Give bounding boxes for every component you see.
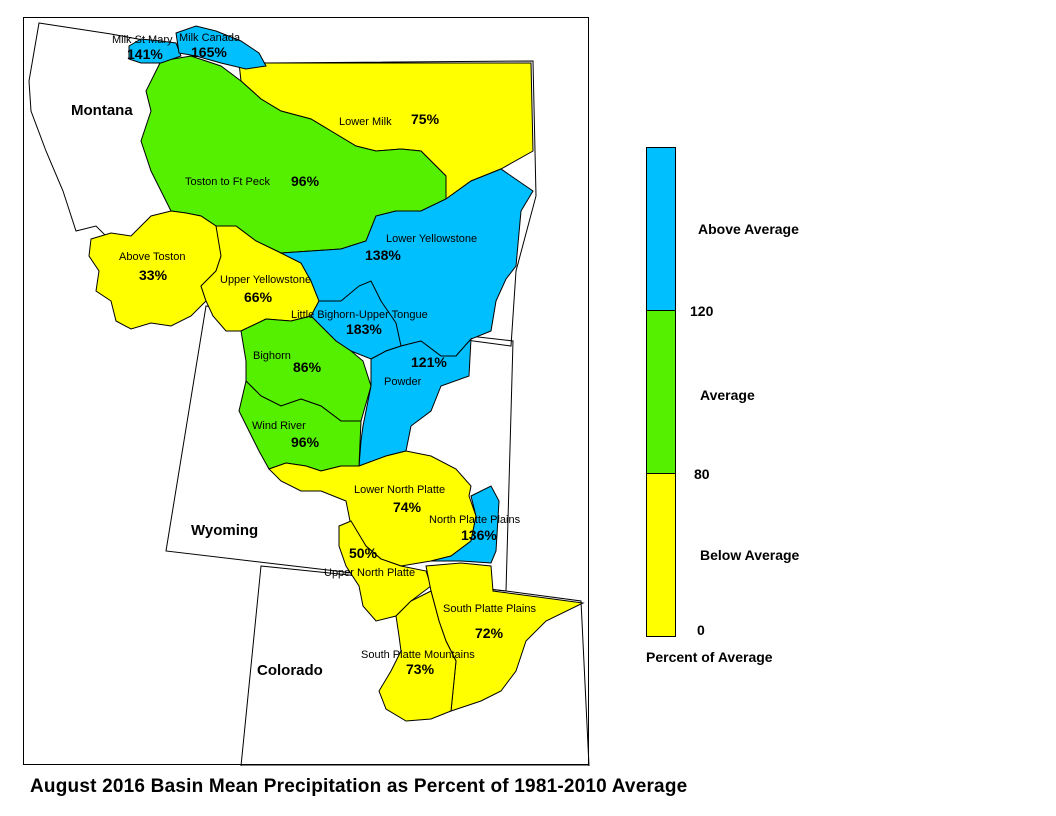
label-lower-yellowstone: Lower Yellowstone [386, 233, 477, 245]
label-toston-ft-peck: Toston to Ft Peck [185, 176, 270, 188]
basin-milk-canada [175, 25, 267, 70]
pct-upper-yellowstone: 66% [244, 289, 273, 305]
pct-south-platte-mountains: 73% [406, 661, 435, 677]
pct-bighorn: 86% [293, 359, 322, 375]
pct-toston-ft-peck: 96% [291, 173, 320, 189]
state-label-wyoming: Wyoming [191, 522, 258, 539]
state-label-colorado: Colorado [257, 662, 323, 679]
label-upper-yellowstone: Upper Yellowstone [220, 274, 311, 286]
legend-break-120: 120 [690, 303, 714, 319]
basin-milk-st-mary [128, 38, 182, 64]
legend [646, 147, 676, 637]
map-frame: Montana Wyoming Colorado Milk St Mary 14… [23, 17, 590, 766]
label-lower-north-platte: Lower North Platte [354, 484, 445, 496]
legend-break-80: 80 [694, 466, 710, 482]
state-label-montana: Montana [71, 102, 133, 119]
pct-north-platte-plains: 136% [461, 527, 497, 543]
basin-north-platte-plains [430, 485, 500, 564]
legend-break-0: 0 [697, 622, 705, 638]
label-wind-river: Wind River [252, 420, 306, 432]
pct-south-platte-plains: 72% [475, 625, 504, 641]
pct-lower-yellowstone: 138% [365, 247, 401, 263]
label-above-toston: Above Toston [119, 251, 185, 263]
pct-lower-north-platte: 74% [393, 499, 422, 515]
label-north-platte-plains: North Platte Plains [429, 514, 521, 526]
basin-south-platte-mountains [378, 590, 457, 722]
pct-upper-north-platte: 50% [349, 545, 378, 561]
pct-lower-milk: 75% [411, 111, 440, 127]
label-powder: Powder [384, 376, 422, 388]
label-bighorn: Bighorn [253, 350, 291, 362]
pct-wind-river: 96% [291, 434, 320, 450]
legend-label-above: Above Average [698, 221, 799, 237]
pct-powder: 121% [411, 354, 447, 370]
legend-swatch-average [646, 310, 676, 474]
basin-powder [358, 337, 472, 467]
pct-milk-st-mary: 141% [127, 46, 163, 62]
label-little-bighorn-upper-tongue: Little Bighorn-Upper Tongue [291, 309, 428, 321]
label-milk-st-mary: Milk St Mary [112, 34, 173, 46]
basin-map: Montana Wyoming Colorado Milk St Mary 14… [28, 22, 590, 766]
label-upper-north-platte: Upper North Platte [324, 567, 415, 579]
legend-label-below: Below Average [700, 547, 800, 563]
pct-little-bighorn-upper-tongue: 183% [346, 321, 382, 337]
pct-above-toston: 33% [139, 267, 168, 283]
label-lower-milk: Lower Milk [339, 116, 392, 128]
label-milk-canada: Milk Canada [179, 32, 241, 44]
legend-swatch-below [646, 473, 676, 637]
legend-title: Percent of Average [646, 649, 773, 665]
label-south-platte-plains: South Platte Plains [443, 603, 536, 615]
legend-label-average: Average [700, 387, 755, 403]
label-south-platte-mountains: South Platte Mountains [361, 649, 475, 661]
legend-swatch-above [646, 147, 676, 311]
pct-milk-canada: 165% [191, 44, 227, 60]
map-title: August 2016 Basin Mean Precipitation as … [30, 776, 688, 797]
